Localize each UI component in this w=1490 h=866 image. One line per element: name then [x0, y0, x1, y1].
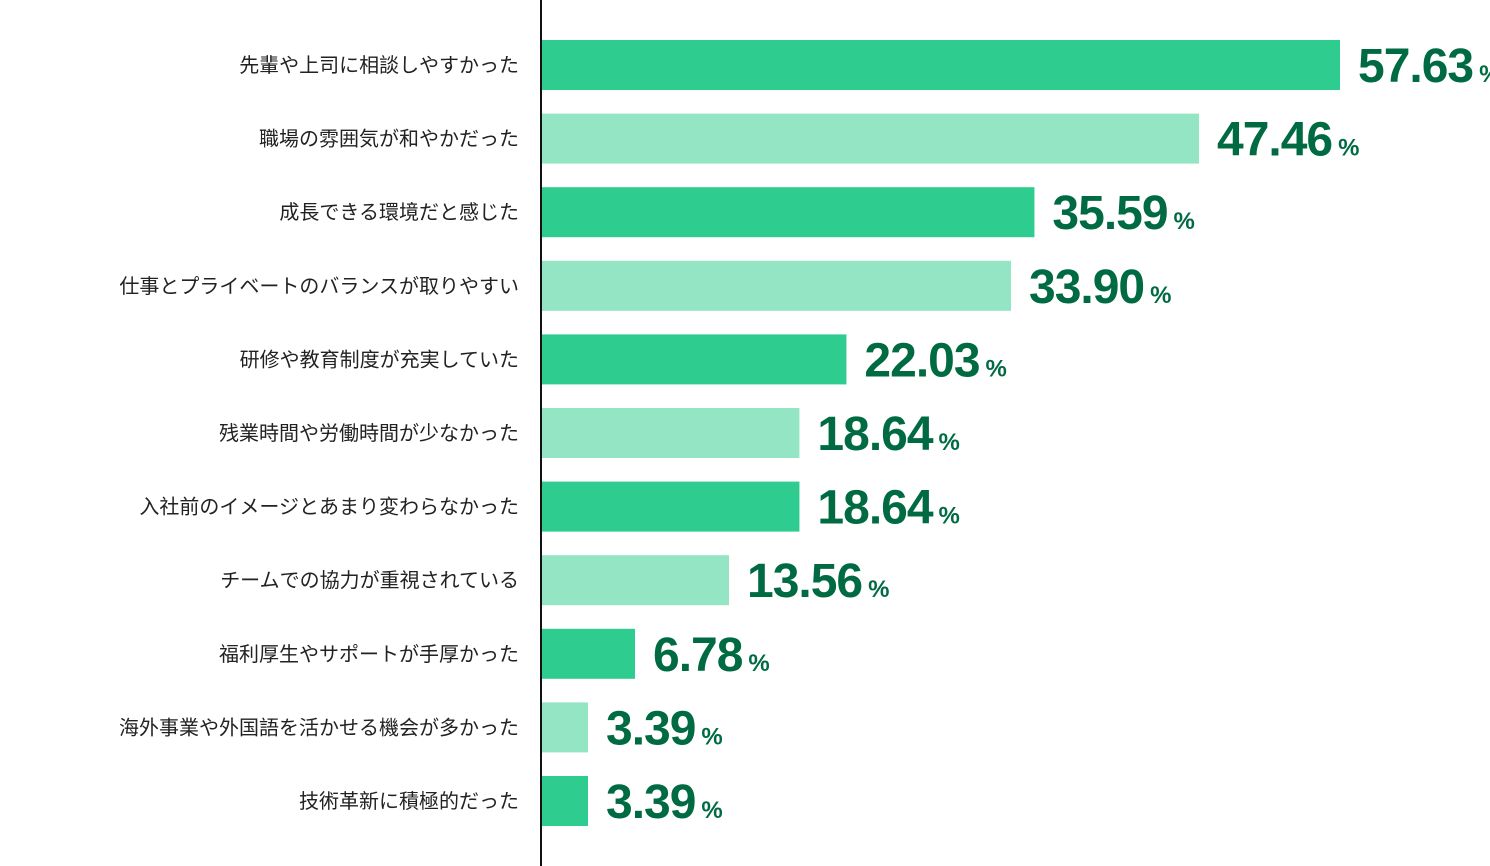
category-label: 技術革新に積極的だった [299, 789, 519, 813]
value-label: 13.56% [747, 555, 889, 608]
value-label: 33.90% [1029, 261, 1171, 314]
value-number: 3.39 [606, 776, 695, 829]
bar [541, 40, 1340, 90]
value-unit: % [1479, 61, 1490, 88]
value-unit: % [986, 355, 1007, 382]
bar [541, 702, 588, 753]
value-number: 33.90 [1029, 261, 1144, 314]
value-unit: % [939, 503, 960, 530]
value-unit: % [868, 576, 889, 603]
category-label: 入社前のイメージとあまり変わらなかった [139, 495, 519, 519]
value-unit: % [1174, 208, 1195, 235]
value-label: 18.64% [817, 482, 959, 535]
category-label: 残業時間や労働時間が少なかった [219, 421, 519, 445]
value-number: 18.64 [817, 408, 933, 461]
bar [541, 776, 588, 826]
value-number: 22.03 [864, 334, 979, 387]
value-label: 57.63% [1358, 40, 1490, 93]
value-label: 22.03% [864, 334, 1006, 387]
category-label: 海外事業や外国語を活かせる機会が多かった [119, 715, 519, 739]
bar [541, 628, 635, 679]
value-number: 35.59 [1052, 187, 1167, 240]
category-label: 福利厚生やサポートが手厚かった [219, 642, 519, 666]
value-label: 47.46% [1217, 114, 1359, 167]
category-label: 先輩や上司に相談しやすかった [239, 53, 519, 77]
value-unit: % [939, 429, 960, 456]
category-label: チームでの協力が重視されている [220, 568, 519, 592]
bar [541, 334, 847, 385]
value-unit: % [1338, 135, 1359, 162]
value-unit: % [748, 650, 769, 677]
value-label: 35.59% [1052, 187, 1194, 240]
value-label: 3.39% [606, 702, 723, 755]
category-label: 研修や教育制度が充実していた [240, 347, 519, 371]
value-label: 3.39% [606, 776, 723, 829]
bar [541, 555, 729, 606]
value-number: 57.63 [1358, 40, 1473, 93]
bar [541, 408, 800, 458]
value-number: 47.46 [1217, 114, 1332, 167]
category-label: 職場の雰囲気が和やかだった [259, 127, 519, 151]
value-label: 6.78% [653, 629, 770, 682]
value-unit: % [701, 797, 722, 824]
value-number: 3.39 [606, 702, 695, 755]
bar [541, 481, 800, 532]
category-label: 成長できる環境だと感じた [279, 200, 519, 224]
bar [541, 113, 1199, 164]
category-label: 仕事とプライベートのバランスが取りやすい [119, 274, 519, 298]
value-label: 18.64% [817, 408, 959, 461]
value-number: 13.56 [747, 555, 862, 608]
bar [541, 187, 1035, 238]
value-unit: % [1150, 282, 1171, 309]
value-number: 6.78 [653, 629, 743, 682]
value-number: 18.64 [817, 482, 933, 535]
bar [541, 260, 1011, 311]
value-unit: % [701, 723, 722, 750]
